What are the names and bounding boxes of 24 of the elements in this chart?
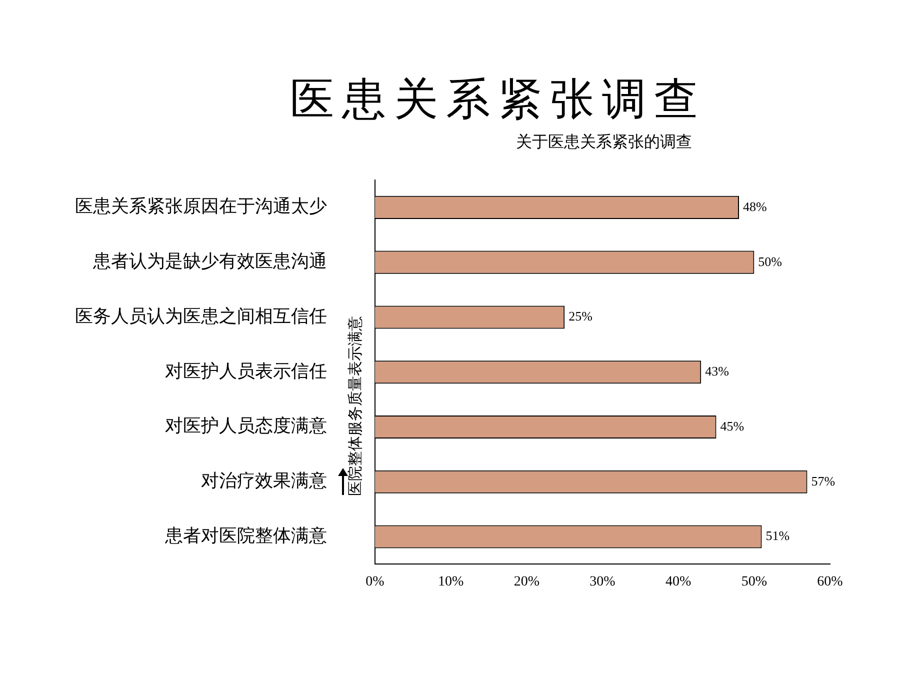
data-label: 25%	[568, 308, 593, 324]
data-label: 57%	[811, 473, 836, 488]
y-axis-title: 医院整体服务质量表示满意	[345, 315, 365, 498]
data-label: 48%	[743, 198, 767, 214]
chart-title: 医患关系紧张调查	[289, 73, 707, 127]
chart-subtitle: 关于医患关系紧张的调查	[516, 132, 692, 153]
x-tick-label: 40%	[665, 574, 692, 590]
y-tick-label: 患者对医院整体满意	[164, 525, 327, 546]
y-tick-label: 对医护人员态度满意	[165, 416, 327, 437]
data-label: 45%	[720, 418, 744, 434]
y-tick-label: 对治疗效果满意	[201, 470, 327, 492]
y-tick-label: 医患关系紧张原因在于沟通太少	[75, 196, 327, 218]
x-tick-label: 0%	[366, 574, 385, 590]
y-tick-label: 患者认为是缺少有效医患沟通	[92, 251, 327, 272]
x-tick-label: 50%	[741, 574, 768, 590]
data-label: 51%	[766, 528, 790, 544]
x-tick-label: 60%	[817, 574, 844, 590]
y-tick-label: 医务人员认为医患之间相互信任	[75, 306, 327, 327]
y-tick-label: 对医护人员表示信任	[165, 360, 327, 382]
x-tick-label: 10%	[438, 574, 464, 590]
x-tick-label: 20%	[514, 574, 540, 590]
data-label: 43%	[705, 364, 730, 379]
data-label: 50%	[758, 254, 782, 269]
x-tick-label: 30%	[590, 574, 616, 590]
